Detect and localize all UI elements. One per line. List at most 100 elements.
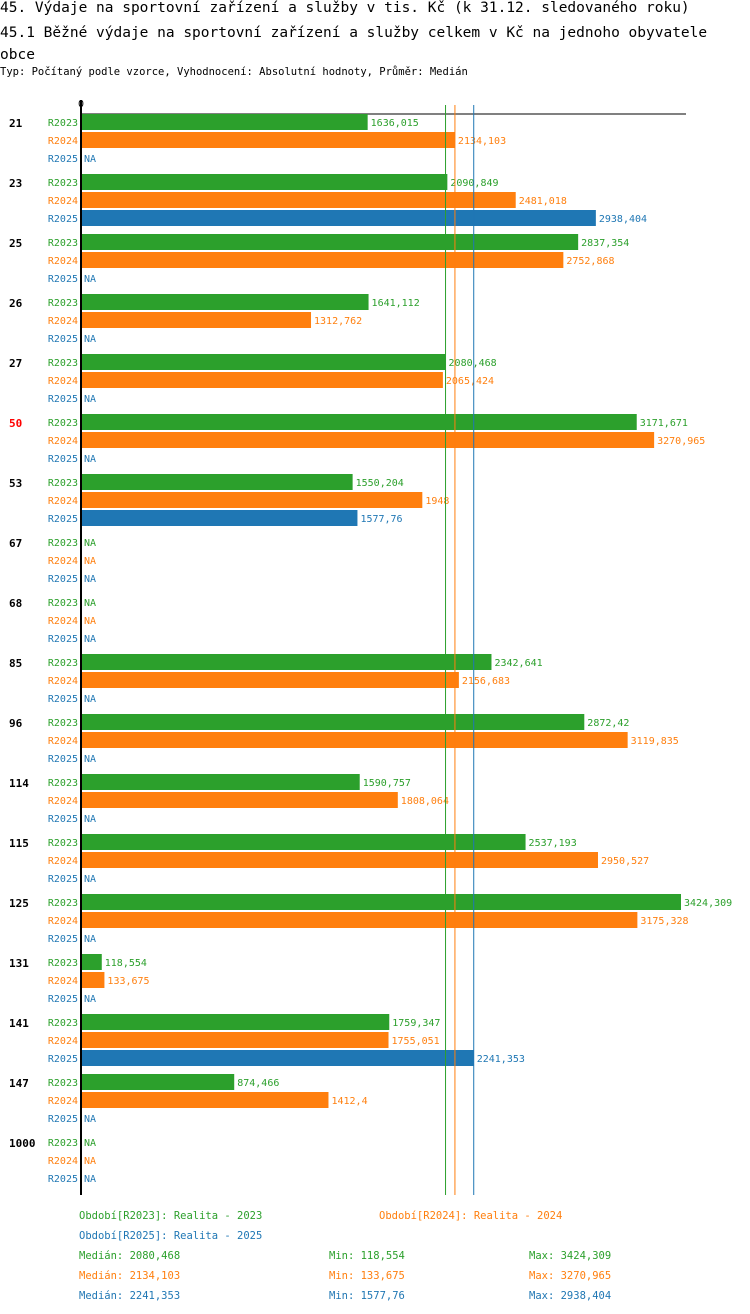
category-label: 67: [9, 537, 22, 550]
series-label: R2025: [48, 694, 78, 705]
value-label: 874,466: [237, 1078, 279, 1089]
value-label: 2080,468: [449, 358, 497, 369]
category-label: 114: [9, 777, 29, 790]
value-label: 3175,328: [640, 916, 688, 927]
series-label: R2023: [48, 478, 78, 489]
category-label: 141: [9, 1017, 29, 1030]
category-label: 147: [9, 1077, 29, 1090]
na-label: NA: [84, 454, 96, 465]
series-label: R2025: [48, 154, 78, 165]
value-label: 3119,835: [631, 736, 679, 747]
series-label: R2023: [48, 598, 78, 609]
value-label: 3270,965: [657, 436, 705, 447]
series-label: R2023: [48, 118, 78, 129]
value-label: 133,675: [107, 976, 149, 987]
category-label: 68: [9, 597, 22, 610]
category-label: 21: [9, 117, 23, 130]
bar-r2024: [81, 252, 564, 268]
bar-r2023: [81, 354, 446, 370]
category-label: 115: [9, 837, 29, 850]
na-label: NA: [84, 556, 96, 567]
bar-r2023: [81, 474, 353, 490]
bar-r2024: [81, 192, 516, 208]
bar-r2023: [81, 894, 681, 910]
series-label: R2024: [48, 916, 78, 927]
na-label: NA: [84, 154, 96, 165]
value-label: 2872,42: [587, 718, 629, 729]
legend-max-r2025: Max: 2938,404: [529, 1290, 612, 1302]
category-label: 85: [9, 657, 22, 670]
na-label: NA: [84, 574, 96, 585]
series-label: R2023: [48, 1138, 78, 1149]
na-label: NA: [84, 274, 96, 285]
series-label: R2023: [48, 538, 78, 549]
bar-r2025: [81, 210, 596, 226]
chart-info: Typ: Počítaný podle vzorce, Vyhodnocení:…: [0, 66, 468, 78]
na-label: NA: [84, 616, 96, 627]
bar-r2023: [81, 1014, 390, 1030]
series-label: R2025: [48, 1114, 78, 1125]
series-label: R2023: [48, 838, 78, 849]
series-label: R2023: [48, 1078, 78, 1089]
series-label: R2023: [48, 718, 78, 729]
legend-period-r2024: Období[R2024]: Realita - 2024: [379, 1210, 563, 1222]
na-label: NA: [84, 1174, 96, 1185]
category-label: 25: [9, 237, 22, 250]
bar-r2023: [81, 114, 368, 130]
bar-r2024: [81, 912, 638, 928]
legend-period-r2025: Období[R2025]: Realita - 2025: [79, 1230, 263, 1242]
series-label: R2024: [48, 856, 78, 867]
series-label: R2023: [48, 238, 78, 249]
bar-r2023: [81, 294, 369, 310]
series-label: R2024: [48, 496, 78, 507]
category-label: 50: [9, 417, 22, 430]
na-label: NA: [84, 1156, 96, 1167]
series-label: R2025: [48, 574, 78, 585]
bar-r2024: [81, 972, 105, 988]
legend-max-r2023: Max: 3424,309: [529, 1250, 612, 1262]
series-label: R2023: [48, 778, 78, 789]
series-label: R2025: [48, 814, 78, 825]
na-label: NA: [84, 1138, 96, 1149]
legend-median-r2023: Medián: 2080,468: [79, 1250, 181, 1262]
na-label: NA: [84, 334, 96, 345]
category-label: 27: [9, 357, 22, 370]
series-label: R2023: [48, 898, 78, 909]
series-label: R2025: [48, 514, 78, 525]
na-label: NA: [84, 694, 96, 705]
value-label: 2090,849: [450, 178, 498, 189]
value-label: 3171,671: [640, 418, 688, 429]
value-label: 2156,683: [462, 676, 510, 687]
chart-subtitle: 45.1 Běžné výdaje na sportovní zařízení …: [0, 25, 708, 63]
value-label: 2938,404: [599, 214, 647, 225]
value-label: 2537,193: [529, 838, 577, 849]
bar-r2024: [81, 492, 423, 508]
series-label: R2025: [48, 274, 78, 285]
bar-r2025: [81, 1050, 474, 1066]
series-label: R2025: [48, 214, 78, 225]
series-label: R2025: [48, 1174, 78, 1185]
legend-min-r2025: Min: 1577,76: [329, 1290, 405, 1302]
bar-r2024: [81, 132, 455, 148]
value-label: 118,554: [105, 958, 147, 969]
series-label: R2025: [48, 934, 78, 945]
series-label: R2023: [48, 418, 78, 429]
legend-min-r2023: Min: 118,554: [329, 1250, 405, 1262]
series-label: R2024: [48, 1096, 78, 1107]
series-label: R2024: [48, 136, 78, 147]
bar-r2023: [81, 774, 360, 790]
series-label: R2024: [48, 976, 78, 987]
bar-r2025: [81, 510, 358, 526]
na-label: NA: [84, 598, 96, 609]
value-label: 2065,424: [446, 376, 494, 387]
value-label: 2342,641: [494, 658, 542, 669]
series-label: R2023: [48, 658, 78, 669]
bar-r2024: [81, 372, 443, 388]
bar-r2023: [81, 834, 526, 850]
bar-r2023: [81, 234, 579, 250]
bar-r2023: [81, 654, 492, 670]
series-label: R2025: [48, 874, 78, 885]
bar-r2024: [81, 312, 312, 328]
series-label: R2023: [48, 958, 78, 969]
na-label: NA: [84, 1114, 96, 1125]
